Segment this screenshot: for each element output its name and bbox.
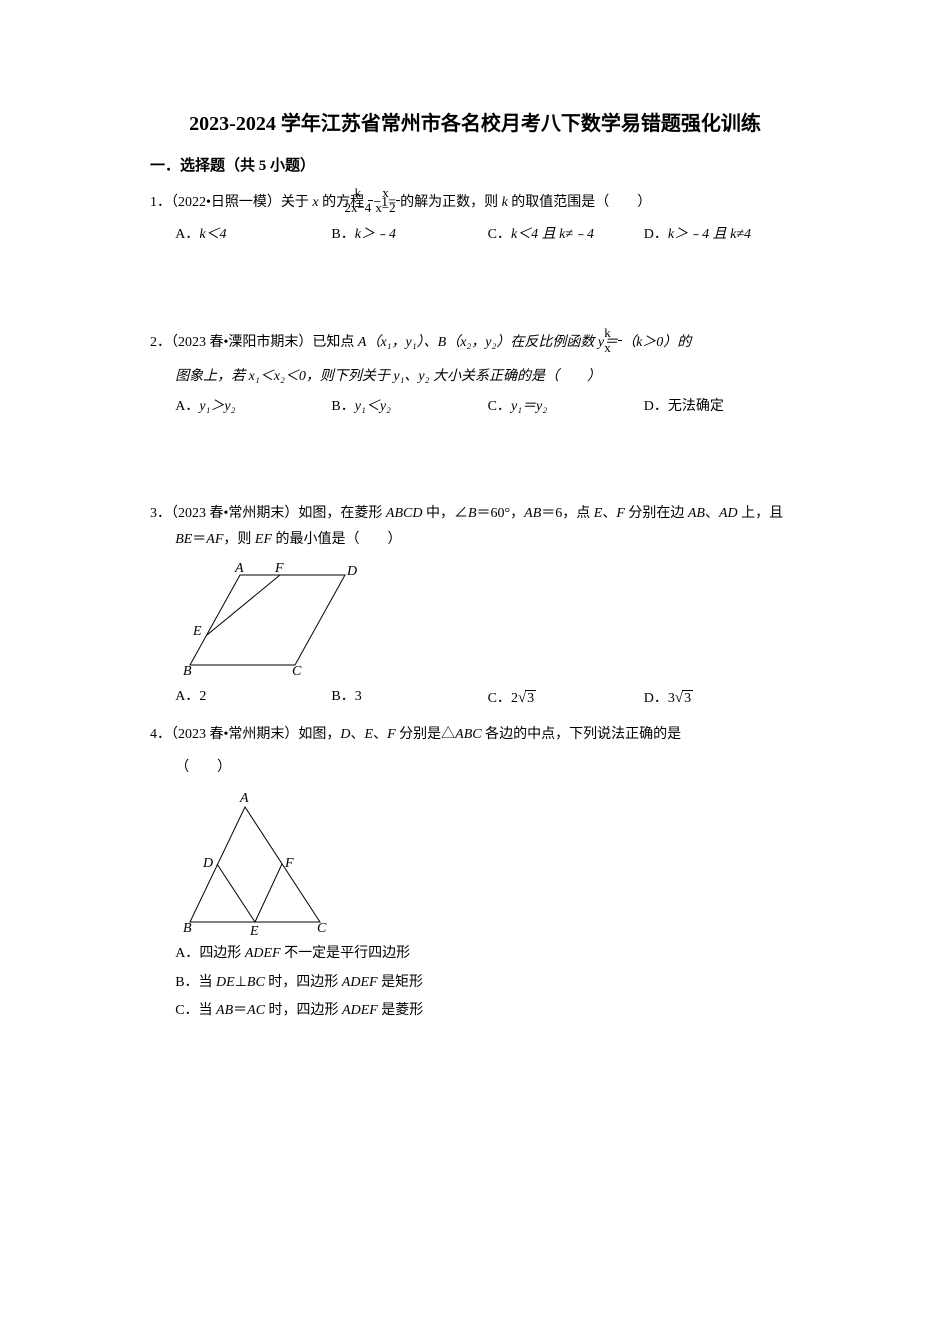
option-a: A．四边形 ADEF 不一定是平行四边形 bbox=[175, 943, 800, 965]
fraction: x x−2 bbox=[396, 186, 400, 216]
option-a: A．2 bbox=[175, 686, 331, 710]
question-1: 1．（2022•日照一模）关于 x 的方程 k 2x−4 −1= x x−2 的… bbox=[150, 188, 800, 246]
svg-text:A: A bbox=[239, 791, 249, 806]
option-d: D．33 bbox=[644, 686, 800, 710]
svg-text:A: A bbox=[234, 561, 244, 576]
question-4-options: A．四边形 ADEF 不一定是平行四边形 B．当 DE⊥BC 时，四边形 ADE… bbox=[150, 943, 800, 1022]
svg-text:C: C bbox=[292, 664, 302, 679]
option-c: C．当 AB＝AC 时，四边形 ADEF 是菱形 bbox=[175, 1000, 800, 1022]
svg-text:F: F bbox=[284, 856, 294, 871]
q1-source: （2022•日照一模） bbox=[171, 195, 281, 210]
svg-text:B: B bbox=[183, 921, 192, 936]
question-3: 3．（2023 春•常州期末）如图，在菱形 ABCD 中，∠B＝60°，AB＝6… bbox=[150, 501, 800, 711]
question-4-paren: （ ） bbox=[150, 755, 800, 782]
option-a: A．y₁＞y₂ bbox=[175, 396, 331, 418]
question-3-options: A．2 B．3 C．23 D．33 bbox=[150, 686, 800, 710]
svg-text:F: F bbox=[274, 561, 284, 576]
document-title: 2023-2024 学年江苏省常州市各名校月考八下数学易错题强化训练 bbox=[150, 108, 800, 140]
option-c: C．k＜4 且 k≠﹣4 bbox=[488, 224, 644, 246]
q1-number: 1． bbox=[150, 195, 171, 210]
option-a: A．k＜4 bbox=[175, 224, 331, 246]
fraction: k x bbox=[618, 326, 622, 356]
question-4: 4．（2023 春•常州期末）如图，D、E、F 分别是△ABC 各边的中点，下列… bbox=[150, 722, 800, 1022]
option-b: B．k＞﹣4 bbox=[331, 224, 487, 246]
svg-text:C: C bbox=[317, 921, 327, 936]
question-1-options: A．k＜4 B．k＞﹣4 C．k＜4 且 k≠﹣4 D．k＞﹣4 且 k≠4 bbox=[150, 224, 800, 246]
option-b: B．3 bbox=[331, 686, 487, 710]
figure-triangle: A B C D E F bbox=[175, 787, 335, 937]
option-b: B．y₁＜y₂ bbox=[331, 396, 487, 418]
page: 2023-2024 学年江苏省常州市各名校月考八下数学易错题强化训练 一．选择题… bbox=[0, 0, 950, 1344]
sqrt: 3 bbox=[518, 686, 536, 710]
option-c: C．23 bbox=[488, 686, 644, 710]
option-c: C．y₁＝y₂ bbox=[488, 396, 644, 418]
svg-text:D: D bbox=[202, 856, 213, 871]
sqrt: 3 bbox=[675, 686, 693, 710]
question-3-stem: 3．（2023 春•常州期末）如图，在菱形 ABCD 中，∠B＝60°，AB＝6… bbox=[150, 501, 800, 554]
question-2-stem: 2．（2023 春•溧阳市期末）已知点 A（x₁，y₁）、B（x₂，y₂）在反比… bbox=[150, 328, 800, 358]
question-4-stem: 4．（2023 春•常州期末）如图，D、E、F 分别是△ABC 各边的中点，下列… bbox=[150, 722, 800, 749]
svg-text:D: D bbox=[346, 564, 357, 579]
figure-rhombus: A B C D E F bbox=[175, 560, 365, 680]
option-d: D．k＞﹣4 且 k≠4 bbox=[644, 224, 800, 246]
svg-text:B: B bbox=[183, 664, 192, 679]
svg-text:E: E bbox=[192, 624, 202, 639]
question-1-stem: 1．（2022•日照一模）关于 x 的方程 k 2x−4 −1= x x−2 的… bbox=[150, 188, 800, 218]
option-d: D．无法确定 bbox=[644, 396, 800, 418]
question-2: 2．（2023 春•溧阳市期末）已知点 A（x₁，y₁）、B（x₂，y₂）在反比… bbox=[150, 328, 800, 419]
svg-text:E: E bbox=[249, 924, 259, 937]
section-header: 一．选择题（共 5 小题） bbox=[150, 154, 800, 178]
fraction: k 2x−4 bbox=[368, 186, 374, 216]
question-2-line2: 图象上，若 x₁＜x₂＜0，则下列关于 y₁、y₂ 大小关系正确的是（ ） bbox=[150, 364, 800, 391]
question-2-options: A．y₁＞y₂ B．y₁＜y₂ C．y₁＝y₂ D．无法确定 bbox=[150, 396, 800, 418]
option-b: B．当 DE⊥BC 时，四边形 ADEF 是矩形 bbox=[175, 972, 800, 994]
